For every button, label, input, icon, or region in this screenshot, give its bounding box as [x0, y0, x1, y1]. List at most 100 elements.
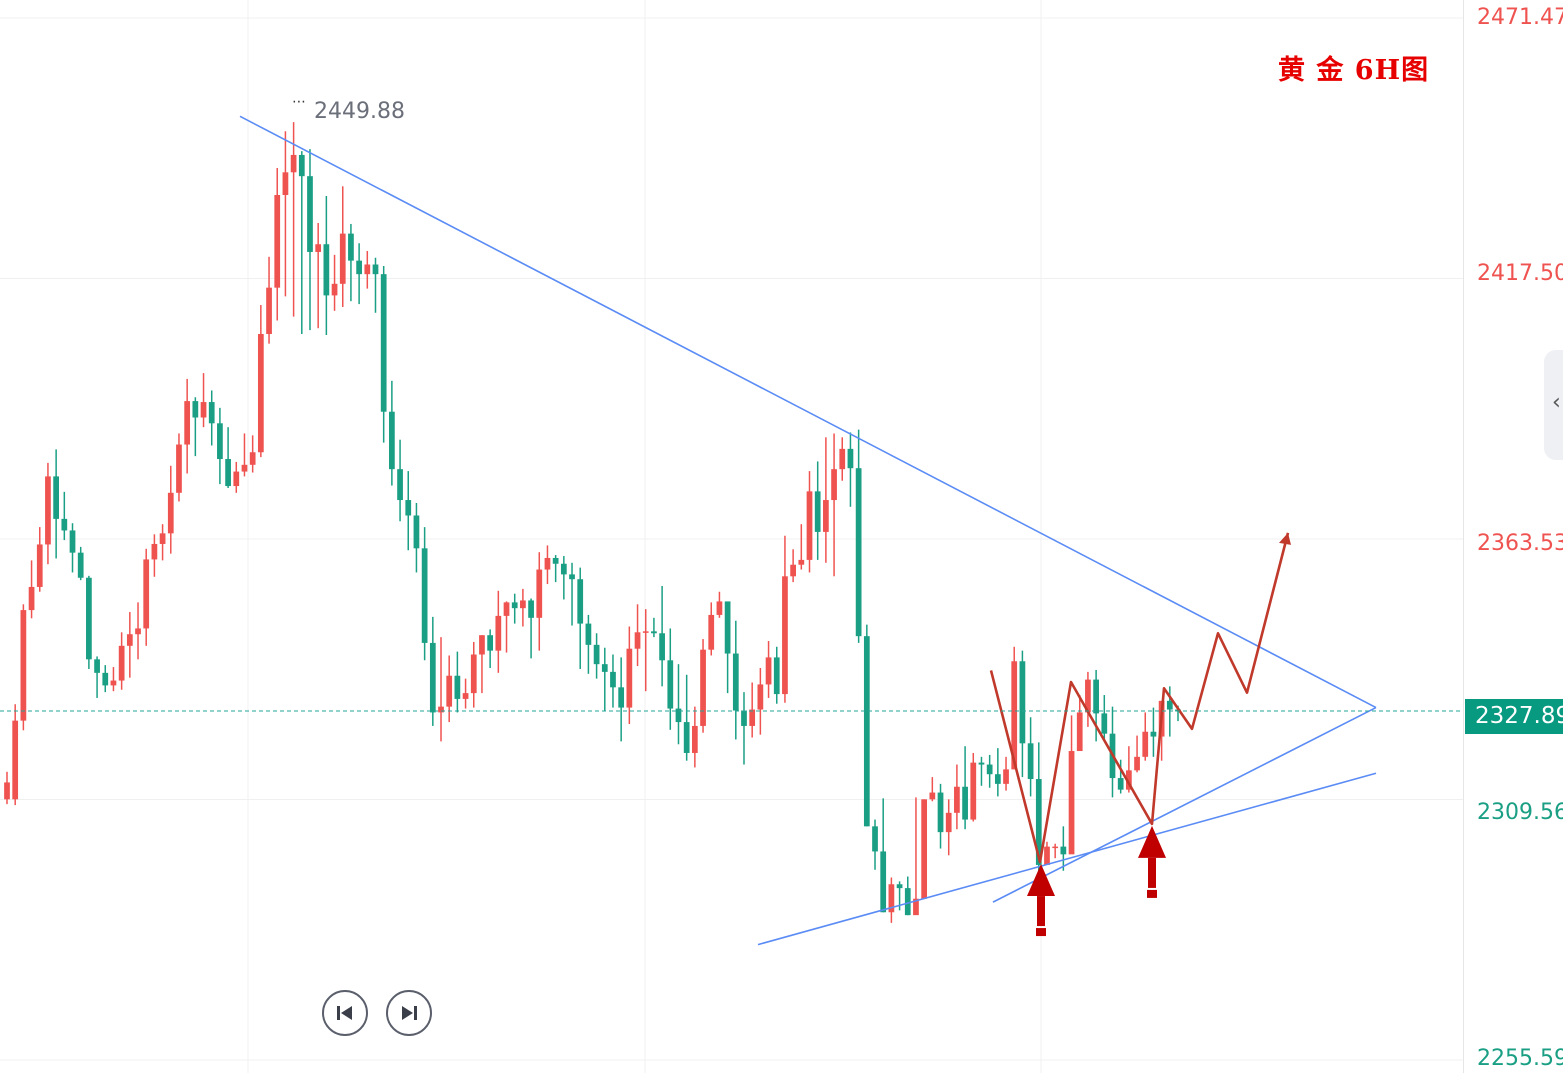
candle-body	[192, 401, 199, 418]
candle-body	[110, 680, 117, 686]
collapse-panel-tab[interactable]: ‹	[1544, 350, 1563, 460]
candle-body	[331, 283, 338, 296]
candle-body	[1117, 778, 1124, 790]
candle-body	[405, 500, 412, 516]
candle-body	[659, 633, 665, 661]
current-price-badge: 2327.89	[1465, 699, 1563, 734]
candle-body	[102, 672, 109, 686]
candle-body	[323, 244, 330, 296]
projection-arrowhead	[1279, 532, 1291, 545]
candle-body	[307, 176, 313, 252]
candle-body	[1166, 700, 1173, 710]
candle-body	[159, 533, 166, 544]
candle-body	[994, 774, 1001, 784]
candle-body	[1126, 770, 1132, 790]
candle-body	[585, 623, 592, 645]
candle-body	[36, 544, 43, 587]
skip-to-start-icon	[337, 1006, 352, 1020]
candle-body	[249, 452, 256, 465]
support-arrows-group	[1027, 825, 1166, 937]
candle-body	[831, 469, 837, 501]
candle-body	[282, 172, 289, 195]
chart-title: 黄 金 6H图	[1278, 55, 1430, 86]
candle-body	[552, 557, 559, 564]
support-arrow-shaft	[1148, 857, 1156, 888]
candle-body	[872, 826, 878, 852]
chevron-left-icon: ‹	[1552, 390, 1561, 415]
candle-body	[61, 518, 68, 531]
candle-body	[118, 645, 125, 681]
candle-body	[495, 615, 502, 651]
candle-body	[1076, 712, 1083, 752]
candle-body	[77, 552, 84, 578]
candle-body	[315, 244, 322, 252]
candle-body	[233, 471, 240, 487]
high-price-label: 2449.88	[314, 99, 405, 124]
candle-body	[389, 411, 395, 470]
candle-body	[364, 264, 371, 275]
candle-body	[290, 154, 297, 173]
trendline-upper	[239, 115, 1377, 709]
grid-lines	[0, 0, 1463, 1073]
candle-body	[790, 564, 796, 577]
candle-body	[560, 563, 567, 575]
candle-body	[855, 468, 862, 637]
candle-body	[1093, 679, 1099, 714]
candle-body	[94, 659, 100, 673]
candle-body	[413, 515, 420, 549]
candles-group	[4, 122, 1181, 923]
candle-body	[86, 577, 92, 660]
candle-body	[913, 898, 919, 916]
scroll-to-end-button[interactable]	[386, 990, 432, 1036]
candle-body	[724, 601, 731, 654]
candle-body	[176, 444, 182, 493]
candle-body	[863, 636, 870, 827]
candle-body	[1150, 731, 1157, 737]
candle-body	[921, 799, 928, 899]
candle-body	[348, 233, 354, 261]
candlestick-chart[interactable]	[0, 0, 1463, 1073]
candle-body	[806, 491, 813, 560]
price-tick-1: 2471.47	[1477, 5, 1563, 30]
candle-body	[954, 786, 960, 813]
candle-body	[716, 601, 723, 615]
scroll-to-start-button[interactable]	[322, 990, 368, 1036]
price-axis[interactable]: 2471.47 2417.50 2363.53 2309.56 2255.59	[1463, 0, 1563, 1073]
candle-body	[634, 632, 641, 649]
price-tick-3: 2363.53	[1477, 531, 1563, 556]
candle-body	[536, 569, 543, 618]
support-arrow-shaft	[1037, 896, 1045, 927]
candle-body	[929, 792, 936, 800]
candle-body	[544, 557, 551, 570]
candle-body	[380, 274, 387, 412]
candle-body	[4, 782, 10, 800]
candle-body	[20, 610, 27, 721]
candle-body	[839, 448, 846, 470]
high-marker-dots: ⋯	[292, 94, 306, 110]
candle-body	[217, 423, 223, 460]
candle-body	[1019, 661, 1026, 744]
candle-body	[462, 693, 469, 699]
support-arrow-head	[1138, 825, 1166, 858]
candle-body	[45, 476, 51, 545]
candle-body	[151, 543, 158, 560]
support-arrow-base	[1036, 928, 1046, 937]
candle-body	[53, 476, 59, 519]
candle-body	[479, 635, 485, 655]
candle-body	[1027, 743, 1034, 780]
candle-body	[823, 500, 829, 532]
candle-body	[266, 287, 272, 335]
candle-body	[691, 725, 698, 753]
candle-body	[446, 675, 453, 707]
candle-body	[593, 644, 600, 665]
candle-body	[200, 402, 207, 418]
candle-body	[962, 786, 968, 820]
candle-body	[257, 334, 264, 453]
candle-body	[454, 675, 461, 699]
candle-body	[732, 653, 739, 711]
candle-body	[904, 888, 911, 916]
candle-body	[765, 657, 772, 685]
projection-path-group	[989, 532, 1291, 864]
candle-body	[1035, 779, 1042, 865]
